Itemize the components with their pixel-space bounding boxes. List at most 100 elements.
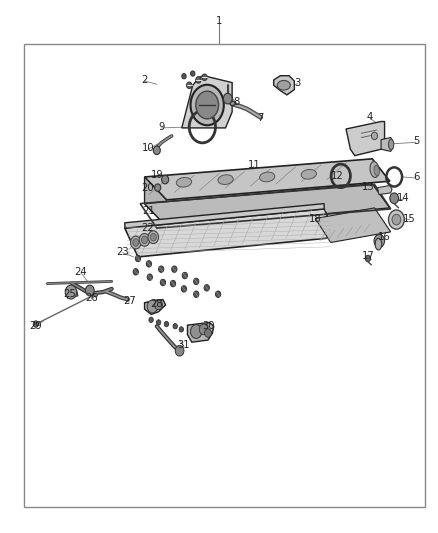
Polygon shape — [378, 185, 392, 195]
Circle shape — [33, 321, 39, 327]
Circle shape — [182, 272, 187, 279]
Ellipse shape — [375, 238, 382, 250]
Text: 18: 18 — [309, 214, 321, 223]
Circle shape — [181, 286, 187, 292]
Polygon shape — [315, 208, 391, 243]
Text: 11: 11 — [247, 160, 261, 170]
Circle shape — [191, 325, 202, 338]
Text: 25: 25 — [64, 289, 77, 299]
Circle shape — [196, 77, 201, 83]
Polygon shape — [182, 76, 232, 128]
Text: 2: 2 — [141, 75, 148, 85]
Circle shape — [170, 280, 176, 287]
Circle shape — [146, 261, 152, 267]
Circle shape — [153, 146, 160, 155]
Text: 19: 19 — [150, 170, 163, 180]
Ellipse shape — [260, 172, 275, 182]
Text: 27: 27 — [123, 296, 136, 306]
Text: 16: 16 — [378, 232, 391, 242]
Circle shape — [133, 269, 138, 275]
Ellipse shape — [374, 165, 379, 176]
Circle shape — [374, 235, 385, 247]
Text: 10: 10 — [142, 143, 154, 153]
Circle shape — [204, 285, 209, 291]
Circle shape — [135, 255, 141, 262]
Polygon shape — [145, 300, 166, 314]
Circle shape — [194, 291, 199, 297]
Polygon shape — [145, 177, 166, 227]
Text: 22: 22 — [141, 223, 155, 233]
Circle shape — [148, 231, 159, 244]
Text: 12: 12 — [331, 171, 344, 181]
Text: 17: 17 — [361, 251, 374, 261]
Ellipse shape — [218, 175, 233, 184]
Ellipse shape — [177, 177, 191, 187]
Text: 9: 9 — [158, 122, 164, 132]
Polygon shape — [145, 300, 160, 308]
Text: 6: 6 — [413, 172, 419, 182]
Circle shape — [199, 324, 208, 335]
Circle shape — [150, 233, 156, 241]
Circle shape — [390, 193, 399, 204]
Circle shape — [147, 274, 152, 280]
Text: 28: 28 — [151, 299, 163, 309]
Circle shape — [205, 329, 212, 337]
Text: 31: 31 — [178, 341, 190, 350]
Circle shape — [172, 266, 177, 272]
Circle shape — [191, 71, 195, 76]
Text: 29: 29 — [29, 321, 42, 331]
Circle shape — [365, 255, 371, 262]
Text: 4: 4 — [367, 112, 373, 122]
Circle shape — [139, 233, 150, 246]
Text: 5: 5 — [413, 136, 419, 146]
Circle shape — [215, 291, 221, 297]
Text: 7: 7 — [258, 114, 264, 123]
Circle shape — [223, 93, 232, 104]
Circle shape — [179, 327, 184, 332]
Text: 14: 14 — [397, 193, 409, 203]
Circle shape — [194, 278, 199, 285]
Circle shape — [147, 300, 158, 313]
Text: 23: 23 — [117, 247, 129, 256]
Text: 8: 8 — [233, 98, 240, 107]
Circle shape — [160, 279, 166, 286]
Text: 13: 13 — [362, 182, 374, 191]
Polygon shape — [274, 76, 294, 95]
Polygon shape — [346, 122, 385, 156]
Text: 24: 24 — [75, 267, 87, 277]
Circle shape — [131, 236, 141, 249]
Circle shape — [149, 317, 153, 322]
Ellipse shape — [301, 169, 316, 179]
Circle shape — [133, 239, 139, 246]
Polygon shape — [381, 138, 392, 151]
Circle shape — [155, 300, 162, 310]
Polygon shape — [125, 209, 337, 257]
Ellipse shape — [230, 101, 235, 106]
Text: 26: 26 — [85, 294, 99, 303]
Polygon shape — [187, 322, 214, 342]
Circle shape — [162, 175, 169, 184]
Circle shape — [175, 345, 184, 356]
Text: 3: 3 — [295, 78, 301, 87]
Circle shape — [141, 236, 148, 244]
Circle shape — [93, 292, 98, 297]
Polygon shape — [125, 204, 324, 228]
Circle shape — [164, 321, 169, 327]
Text: 15: 15 — [403, 214, 416, 223]
Polygon shape — [145, 184, 390, 228]
Circle shape — [182, 74, 186, 79]
Text: 20: 20 — [142, 183, 154, 192]
Circle shape — [187, 82, 192, 88]
Circle shape — [196, 91, 219, 119]
Circle shape — [155, 184, 161, 191]
Circle shape — [156, 320, 161, 325]
Polygon shape — [67, 290, 78, 298]
Text: 1: 1 — [216, 17, 222, 26]
Circle shape — [65, 285, 77, 299]
Circle shape — [389, 210, 404, 229]
Ellipse shape — [389, 139, 394, 150]
Circle shape — [85, 285, 94, 296]
Circle shape — [392, 214, 401, 225]
Circle shape — [202, 74, 207, 80]
Ellipse shape — [370, 161, 379, 177]
